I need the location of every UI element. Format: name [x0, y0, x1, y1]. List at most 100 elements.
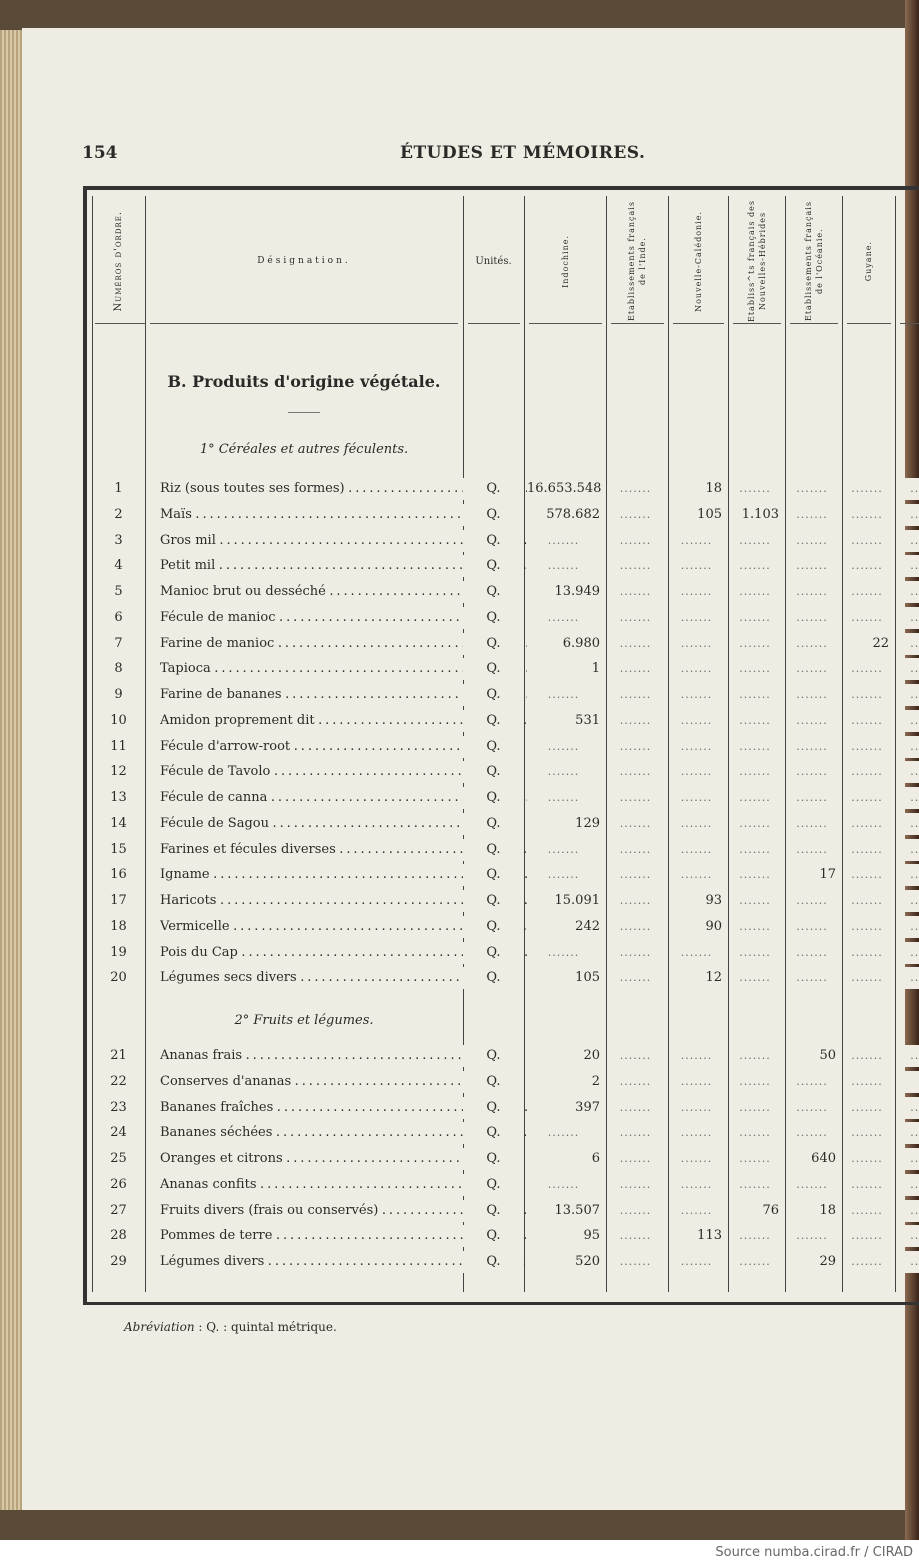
row-value: .......	[527, 838, 604, 861]
row-value: .......	[898, 1225, 919, 1248]
table-row: 9 Farine de bananesQ.....................…	[92, 684, 919, 706]
data-table	[83, 186, 919, 1305]
row-value: 2.	[898, 1070, 919, 1093]
row-number: 11	[110, 738, 127, 754]
row-value: .......	[845, 478, 893, 500]
row-designation: Légumes divers	[160, 1251, 548, 1273]
row-value: .......	[527, 684, 604, 706]
header-unites: Unités.	[475, 255, 512, 267]
row-number: 26	[110, 1176, 127, 1192]
row-value: .......	[731, 967, 783, 990]
row-value: .......	[731, 1070, 783, 1093]
running-head: ÉTUDES ET MÉMOIRES.	[400, 143, 646, 163]
row-value: .......	[731, 581, 783, 603]
row-value: .......	[609, 761, 666, 784]
row-number: 7	[114, 635, 123, 651]
row-value: 90	[671, 915, 726, 938]
row-value: .......	[609, 915, 666, 938]
row-value: .......	[788, 915, 840, 938]
row-value: .......	[845, 1122, 893, 1145]
row-value: .......	[731, 1173, 783, 1196]
header-rule	[790, 323, 838, 324]
row-value: .......	[671, 812, 726, 835]
row-designation: Amidon proprement dit	[160, 710, 548, 732]
row-value: .......	[788, 1070, 840, 1093]
table-row: 7 Farine de maniocQ.6.980................…	[92, 632, 919, 655]
subsection-title: 2° Fruits et légumes.	[234, 1013, 374, 1028]
row-value: .......	[671, 555, 726, 578]
row-value: .......	[671, 864, 726, 887]
row-value: .......	[731, 478, 783, 500]
row-number: 3	[114, 532, 123, 548]
row-value: .......	[609, 709, 666, 732]
row-number: 5	[114, 584, 123, 599]
row-value: .......	[898, 606, 919, 629]
row-value: .......	[731, 606, 783, 629]
row-value: 531	[527, 709, 604, 732]
header-rule	[611, 323, 664, 324]
row-value: .......	[731, 890, 783, 912]
row-value: .......	[527, 761, 604, 784]
row-value: .......	[898, 658, 919, 681]
row-value: .......	[898, 1045, 919, 1067]
row-value: 18	[671, 478, 726, 500]
row-value: .......	[671, 1070, 726, 1093]
row-value: .......	[671, 606, 726, 629]
row-value: .......	[788, 478, 840, 500]
table-row: 4 Petit milQ.............................…	[92, 555, 919, 578]
row-value: .......	[898, 1199, 919, 1222]
table-row: 18VermicelleQ.242.......90..............…	[92, 915, 919, 938]
row-value: 105	[527, 967, 604, 990]
row-value: .......	[731, 812, 783, 835]
table-row: 2MaïsQ.578.682.......1051.103...........…	[92, 503, 919, 526]
row-value: 29	[788, 1251, 840, 1273]
row-unit: Q.	[463, 941, 524, 964]
row-designation: Conserves d'ananas	[160, 1071, 548, 1093]
row-value: .......	[898, 787, 919, 809]
row-value: 18	[788, 1199, 840, 1222]
row-designation: Fécule de Sagou	[160, 813, 548, 835]
row-value: .......	[731, 1096, 783, 1119]
header-rule	[468, 323, 520, 324]
row-number: 10	[110, 712, 127, 728]
row-value: .......	[845, 1173, 893, 1196]
row-value: .......	[731, 915, 783, 938]
row-value: .......	[898, 838, 919, 861]
row-value: 129	[527, 812, 604, 835]
header-rule	[95, 323, 145, 324]
header-column-label: Indochine.	[560, 234, 570, 288]
table-row: 19 Pois du CapQ..........................…	[92, 941, 919, 964]
row-value: .......	[527, 735, 604, 758]
row-value: .......	[731, 1225, 783, 1248]
row-value: .......	[898, 890, 919, 912]
row-number: 16	[110, 867, 127, 883]
row-value: .......	[845, 709, 893, 732]
row-value: .......	[731, 529, 783, 552]
row-value: .......	[609, 503, 666, 526]
row-designation: Bananes fraîches	[160, 1097, 548, 1119]
row-number: 21	[110, 1048, 127, 1063]
row-value: .......	[845, 787, 893, 809]
row-value: .......	[731, 838, 783, 861]
row-value: .......	[898, 503, 919, 526]
table-row: 11 Fécule d'arrow-rootQ..................…	[92, 735, 919, 758]
row-value: .......	[845, 967, 893, 990]
row-value: .......	[527, 941, 604, 964]
row-unit: Q.	[463, 478, 524, 500]
row-designation: Ananas confits	[160, 1174, 548, 1196]
row-value: .......	[898, 1122, 919, 1145]
row-value: .......	[788, 838, 840, 861]
row-value: .......	[527, 529, 604, 552]
row-value: .......	[671, 581, 726, 603]
row-value: .......	[671, 1251, 726, 1273]
header-column-label: Établiss^ts français des Nouvelles-Hébri…	[746, 200, 767, 322]
row-value: .......	[671, 761, 726, 784]
row-value: .......	[671, 684, 726, 706]
row-value: .......	[527, 787, 604, 809]
header-column: Nouvelle-Calédonie.	[668, 200, 728, 322]
row-designation: Pois du Cap	[160, 942, 548, 964]
row-unit: Q.	[463, 915, 524, 938]
table-row: 25 Oranges et citronsQ.6.................…	[92, 1148, 919, 1170]
